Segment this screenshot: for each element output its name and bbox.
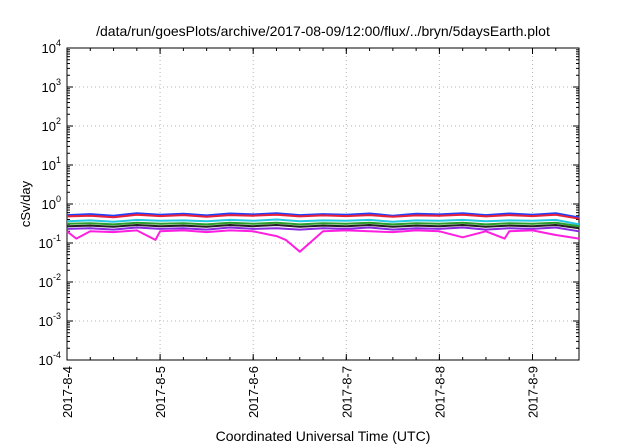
series-line-3 — [66, 218, 580, 226]
y-tick-label: 10-3 — [39, 311, 61, 329]
y-axis-label: cSv/day — [18, 180, 33, 227]
grid — [67, 48, 579, 360]
x-axis-label: Coordinated Universal Time (UTC) — [216, 428, 431, 444]
series-line-1 — [66, 212, 580, 219]
y-axis-ticks: 10-4 10-3 10-2 10-1 100 101 102 103 104 — [39, 38, 579, 368]
y-tick-label: 104 — [42, 38, 61, 56]
series-line-7 — [66, 229, 580, 253]
chart-title: /data/run/goesPlots/archive/2017-08-09/1… — [96, 23, 550, 39]
y-tick-label: 10-1 — [39, 233, 61, 251]
x-tick-label: 2017-8-4 — [60, 366, 75, 418]
x-tick-label: 2017-8-5 — [153, 366, 168, 418]
y-tick-label: 100 — [42, 194, 61, 212]
y-tick-label: 10-4 — [39, 350, 61, 368]
y-tick-label: 10-2 — [39, 272, 61, 290]
y-tick-label: 102 — [42, 116, 61, 134]
series-lines — [66, 212, 580, 253]
series-line-4 — [66, 221, 580, 228]
y-tick-label: 101 — [42, 155, 61, 173]
series-line-6 — [66, 226, 580, 233]
x-tick-label: 2017-8-8 — [432, 366, 447, 418]
x-tick-label: 2017-8-7 — [339, 366, 354, 418]
series-line-2 — [66, 213, 580, 220]
x-tick-label: 2017-8-6 — [246, 366, 261, 418]
series-line-5 — [66, 224, 580, 230]
x-axis-ticks: 2017-8-4 2017-8-5 2017-8-6 2017-8-7 2017-8-8… — [60, 48, 557, 418]
x-tick-label: 2017-8-9 — [526, 366, 541, 418]
y-tick-label: 103 — [42, 77, 61, 95]
